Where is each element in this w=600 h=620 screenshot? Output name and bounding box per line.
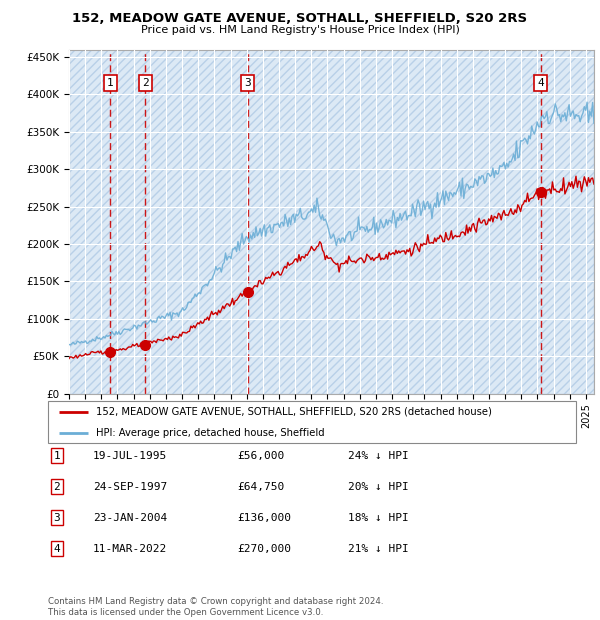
Text: 1: 1 [107,78,113,88]
Text: 24-SEP-1997: 24-SEP-1997 [93,482,167,492]
Text: £270,000: £270,000 [237,544,291,554]
Text: Contains HM Land Registry data © Crown copyright and database right 2024.
This d: Contains HM Land Registry data © Crown c… [48,598,383,617]
Text: 1: 1 [53,451,61,461]
Text: £64,750: £64,750 [237,482,284,492]
Text: 24% ↓ HPI: 24% ↓ HPI [348,451,409,461]
Text: 4: 4 [537,78,544,88]
Text: 152, MEADOW GATE AVENUE, SOTHALL, SHEFFIELD, S20 2RS (detached house): 152, MEADOW GATE AVENUE, SOTHALL, SHEFFI… [95,407,491,417]
Text: £136,000: £136,000 [237,513,291,523]
Text: 2: 2 [142,78,149,88]
Text: £56,000: £56,000 [237,451,284,461]
Text: 23-JAN-2004: 23-JAN-2004 [93,513,167,523]
Text: 4: 4 [53,544,61,554]
Text: 20% ↓ HPI: 20% ↓ HPI [348,482,409,492]
Text: 3: 3 [53,513,61,523]
Text: HPI: Average price, detached house, Sheffield: HPI: Average price, detached house, Shef… [95,428,324,438]
Text: 21% ↓ HPI: 21% ↓ HPI [348,544,409,554]
Text: 11-MAR-2022: 11-MAR-2022 [93,544,167,554]
Text: 2: 2 [53,482,61,492]
Text: 3: 3 [244,78,251,88]
Text: 18% ↓ HPI: 18% ↓ HPI [348,513,409,523]
Text: 152, MEADOW GATE AVENUE, SOTHALL, SHEFFIELD, S20 2RS: 152, MEADOW GATE AVENUE, SOTHALL, SHEFFI… [73,12,527,25]
Text: Price paid vs. HM Land Registry's House Price Index (HPI): Price paid vs. HM Land Registry's House … [140,25,460,35]
Text: 19-JUL-1995: 19-JUL-1995 [93,451,167,461]
